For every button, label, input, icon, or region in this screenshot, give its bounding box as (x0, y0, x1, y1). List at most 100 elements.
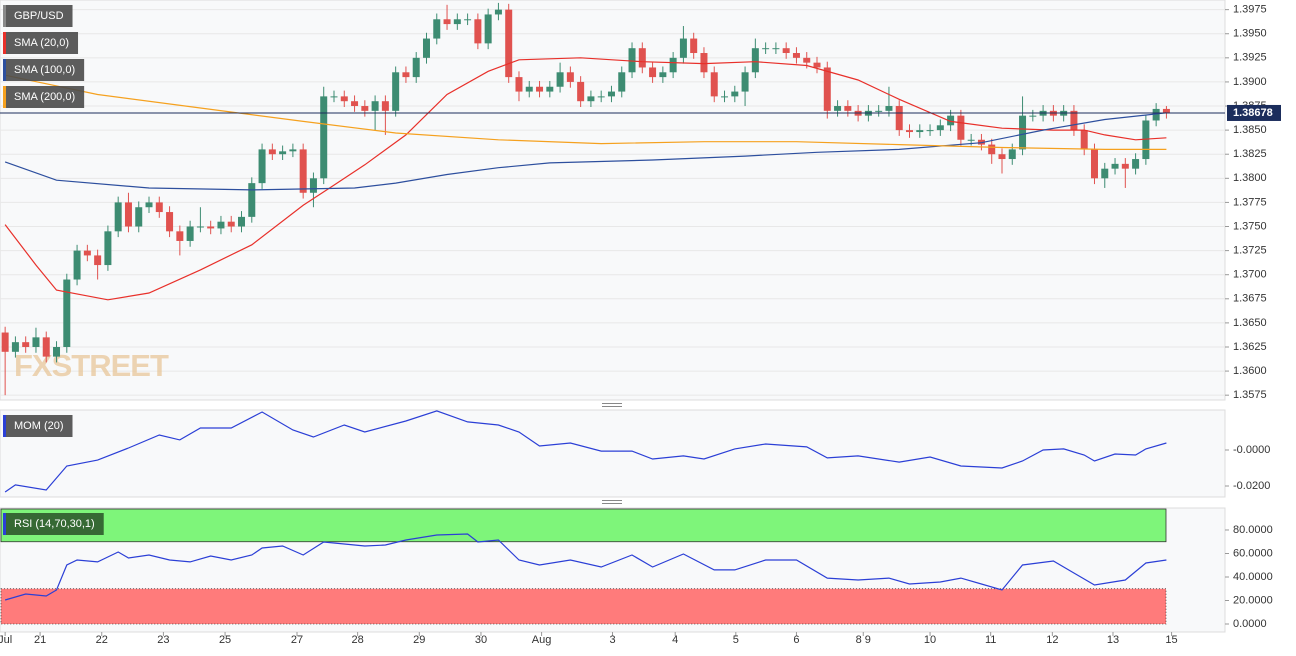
candle-body (196, 226, 204, 228)
candle-body (474, 19, 482, 44)
series-line (4, 57, 1167, 301)
candle-body (351, 101, 359, 107)
legend-swatch (3, 513, 6, 535)
legend-label: GBP/USD (14, 10, 64, 22)
series-line (4, 410, 1167, 493)
candle-body (176, 231, 184, 241)
candle-body (546, 86, 554, 92)
candle-body (422, 38, 430, 58)
candle-body (1111, 163, 1119, 169)
y-tick-label: 20.0000 (1233, 594, 1273, 606)
candle-body (104, 231, 112, 266)
oversold-band (0, 588, 1167, 625)
y-tick-label: 1.3950 (1233, 28, 1267, 40)
y-tick-label: -0.0200 (1233, 480, 1270, 492)
candle-body (947, 115, 955, 126)
candle-body (669, 57, 677, 73)
watermark: FXSTREET (14, 348, 169, 383)
legend-label: SMA (200,0) (14, 91, 75, 103)
legend-label: MOM (20) (14, 420, 64, 432)
candle-body (155, 202, 163, 213)
candle-body (1080, 130, 1088, 150)
candle-body (186, 226, 194, 241)
candle-body (227, 221, 235, 227)
candle-body (330, 96, 338, 98)
candle-body (597, 96, 605, 98)
y-tick-label: 60.0000 (1233, 547, 1273, 559)
y-tick-label: -0.0000 (1233, 444, 1270, 456)
candle-body (926, 130, 934, 132)
candle-body (279, 151, 287, 155)
x-tick-label: 5 (733, 634, 739, 646)
candle-body (607, 91, 615, 97)
y-tick-label: 40.0000 (1233, 571, 1273, 583)
legend-item: SMA (200,0) (3, 86, 85, 108)
x-tick-label: 29 (413, 634, 425, 646)
y-tick-label: 1.3575 (1233, 389, 1267, 401)
candle-body (381, 101, 389, 111)
mom-panel (0, 409, 1226, 498)
legend-box (3, 86, 85, 108)
last-price-label: 1.38678 (1233, 107, 1273, 119)
y-tick-label: 1.3625 (1233, 341, 1267, 353)
candle-body (433, 19, 441, 39)
x-tick-label: Aug (532, 634, 552, 646)
splitter[interactable] (602, 403, 622, 504)
candle-body (803, 57, 811, 63)
candle-body (94, 255, 102, 266)
candle-body (525, 86, 533, 92)
legend-item: SMA (20,0) (3, 32, 79, 54)
candle-body (124, 202, 132, 227)
candle-body (1090, 149, 1098, 179)
candle-body (628, 48, 636, 73)
y-tick-label: 1.3925 (1233, 52, 1267, 64)
candle-body (505, 9, 513, 78)
legend-swatch (3, 5, 6, 27)
candle-body (536, 86, 544, 92)
candle-body (957, 115, 965, 140)
legend-label: RSI (14,70,30,1) (14, 518, 95, 530)
x-tick-label: 23 (157, 634, 169, 646)
candle-body (885, 106, 893, 111)
x-tick-label: 8 9 (856, 634, 871, 646)
candle-body (587, 96, 595, 102)
legend-box (3, 32, 79, 54)
candle-body (679, 38, 687, 58)
x-tick-label: 10 (924, 634, 936, 646)
legend-box (3, 513, 104, 535)
legend-label: SMA (100,0) (14, 64, 75, 76)
candle-body (494, 9, 502, 15)
candle-body (638, 48, 646, 68)
candle-body (916, 130, 924, 133)
candle-body (443, 19, 451, 25)
candle-body (268, 149, 276, 155)
y-tick-label: 1.3675 (1233, 293, 1267, 305)
candle-body (998, 154, 1006, 160)
candle-body (464, 19, 472, 21)
legend-item: MOM (20) (3, 415, 73, 437)
candle-body (577, 81, 585, 102)
candle-body (166, 212, 174, 232)
x-tick-label: 28 (352, 634, 364, 646)
y-tick-label: 1.3775 (1233, 196, 1267, 208)
candle-body (207, 226, 215, 229)
candle-body (145, 202, 153, 208)
y-tick-label: 1.3750 (1233, 220, 1267, 232)
candle-body (813, 62, 821, 68)
candle-body (1070, 110, 1078, 131)
candle-body (895, 106, 903, 131)
candle-body (114, 202, 122, 232)
y-tick-label: 0.0000 (1233, 618, 1267, 630)
candle-body (618, 72, 626, 92)
candle-body (906, 130, 914, 133)
x-tick-label: 22 (96, 634, 108, 646)
candle-body (289, 149, 297, 152)
series-line (4, 112, 1167, 191)
y-tick-label: 1.3800 (1233, 172, 1267, 184)
legend-box (3, 59, 85, 81)
y-tick-label: 1.3825 (1233, 148, 1267, 160)
candle-body (762, 48, 770, 50)
legend-swatch (3, 415, 6, 437)
candle-body (361, 106, 369, 111)
